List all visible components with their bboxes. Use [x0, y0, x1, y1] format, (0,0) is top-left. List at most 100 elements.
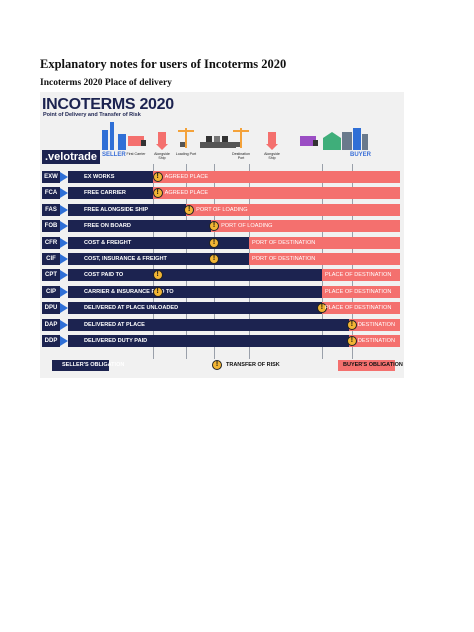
crane-icon: [178, 128, 194, 148]
buyer-obligation-bar: [321, 302, 400, 315]
arrow-icon: [60, 188, 68, 199]
warehouse-icon: [323, 132, 341, 150]
term-row-fob: FOB FREE ON BOARD! PORT OF LOADING: [40, 220, 404, 233]
term-name: DELIVERED AT PLACE UNLOADED: [84, 305, 179, 312]
term-code: FCA: [42, 187, 60, 200]
delivery-place-label: DESTINATION: [357, 338, 396, 344]
stage-icons: [102, 122, 368, 150]
buyer-obligation-bar: [248, 253, 400, 265]
term-name: COST & FREIGHT: [84, 239, 132, 246]
buyer-obligation-bar: [248, 236, 400, 249]
incoterms-figure: INCOTERMS 2020 Point of Delivery and Tra…: [40, 92, 404, 378]
term-name: COST PAID TO: [84, 272, 124, 279]
term-name: FREE ON BOARD: [84, 223, 131, 230]
stage-label: First Carrier: [126, 152, 146, 156]
delivery-place-label: PORT OF LOADING: [196, 206, 248, 213]
risk-transfer-icon: !: [346, 319, 357, 330]
legend-buyer-swatch: [338, 360, 395, 371]
risk-transfer-icon: !: [209, 254, 220, 264]
crane-icon: [233, 128, 249, 148]
ship-icon: [206, 136, 212, 142]
term-row-fca: FCA FREE CARRIER! AGREED PLACE: [40, 187, 404, 200]
term-code: DPU: [42, 302, 60, 315]
factory-icon: [102, 130, 108, 150]
term-code: CPT: [42, 269, 60, 282]
term-name: CARRIER & INSURANCE PAID TO: [84, 288, 174, 295]
delivery-place-label: PORT OF DESTINATION: [251, 256, 316, 262]
seller-obligation-bar: [68, 253, 249, 265]
risk-transfer-icon: !: [209, 237, 220, 248]
pin-icon: [266, 132, 278, 150]
seller-obligation-bar: [68, 171, 153, 183]
arrow-icon: [60, 270, 68, 281]
term-row-cpt: CPT COST PAID TO! PLACE OF DESTINATION: [40, 269, 404, 282]
legend-risk-label: TRANSFER OF RISK: [226, 362, 280, 368]
term-name: DELIVERED AT PLACE: [84, 321, 145, 328]
stage-label: Alongside Ship: [264, 152, 280, 160]
arrow-icon: [60, 319, 68, 330]
term-row-cip: CIP CARRIER & INSURANCE PAID TO! PLACE OF …: [40, 285, 404, 298]
arrow-icon: [60, 237, 68, 248]
risk-transfer-icon: !: [346, 336, 357, 346]
legend-risk-icon: !: [212, 360, 222, 370]
arrow-icon: [60, 221, 68, 232]
buyer-obligation-bar: [185, 203, 400, 216]
term-row-dpu: DPU DELIVERED AT PLACE UNLOADED! PLACE OF …: [40, 302, 404, 315]
term-row-exw: EXW EX WORKS! AGREED PLACE: [40, 171, 404, 183]
legend-buyer-label: BUYER'S OBLIGATION: [343, 362, 403, 368]
delivery-place-label: PLACE OF DESTINATION: [324, 272, 392, 279]
delivery-place-label: AGREED PLACE: [164, 190, 209, 197]
buyer-label: BUYER: [350, 152, 372, 158]
velotrade-logo: .velotrade: [42, 150, 100, 164]
delivery-place-label: PLACE OF DESTINATION: [324, 288, 392, 295]
arrow-icon: [60, 204, 68, 215]
term-name: FREE CARRIER: [84, 190, 126, 197]
term-name: COST, INSURANCE & FREIGHT: [84, 256, 167, 262]
delivery-place-label: PORT OF LOADING: [221, 223, 273, 230]
term-name: EX WORKS: [84, 174, 115, 180]
seller-obligation-bar: [68, 318, 349, 331]
term-name: FREE ALONGSIDE SHIP: [84, 206, 149, 213]
document-title: Explanatory notes for users of Incoterms…: [40, 57, 287, 71]
buyer-obligation-bar: [348, 318, 400, 331]
term-code: DDP: [42, 335, 60, 347]
arrow-icon: [60, 172, 68, 182]
seller-obligation-bar: [68, 335, 349, 347]
ship-icon: [222, 136, 228, 142]
risk-transfer-icon: !: [152, 188, 163, 199]
ship-icon: [200, 142, 236, 148]
figure-subtitle: Point of Delivery and Transfer of Risk: [43, 112, 141, 118]
buyer-obligation-bar: [321, 269, 400, 282]
stage-label: Loading Port: [175, 152, 197, 156]
term-row-cif: CIF COST, INSURANCE & FREIGHT! PORT OF DES…: [40, 253, 404, 265]
risk-transfer-icon: !: [209, 221, 220, 232]
term-code: DAP: [42, 318, 60, 331]
city-building-icon: [353, 128, 361, 150]
buyer-obligation-bar: [210, 220, 400, 233]
seller-obligation-bar: [68, 187, 153, 200]
delivery-place-label: PORT OF DESTINATION: [251, 239, 316, 246]
seller-obligation-bar: [68, 285, 322, 298]
risk-transfer-icon: !: [152, 270, 163, 281]
factory-icon: [118, 134, 126, 150]
term-code: CIP: [42, 285, 60, 298]
ship-icon: [214, 136, 220, 142]
delivery-place-label: AGREED PLACE: [164, 174, 209, 180]
seller-obligation-bar: [68, 203, 186, 216]
risk-transfer-icon: !: [152, 172, 163, 182]
risk-transfer-icon: !: [316, 303, 327, 314]
term-code: FOB: [42, 220, 60, 233]
buyer-obligation-bar: [321, 285, 400, 298]
delivery-place-label: DESTINATION: [357, 321, 396, 328]
truck-icon: [300, 136, 318, 146]
legend-seller-swatch: [52, 360, 109, 371]
term-row-dap: DAP DELIVERED AT PLACE! DESTINATION: [40, 318, 404, 331]
term-code: FAS: [42, 203, 60, 216]
document-subtitle: Incoterms 2020 Place of delivery: [40, 78, 172, 88]
buyer-obligation-bar: [152, 171, 400, 183]
term-row-fas: FAS FREE ALONGSIDE SHIP! PORT OF LOADING: [40, 203, 404, 216]
term-code: CFR: [42, 236, 60, 249]
stage-label: Destination Port: [232, 152, 250, 160]
truck-icon: [128, 136, 146, 146]
arrow-icon: [60, 254, 68, 264]
